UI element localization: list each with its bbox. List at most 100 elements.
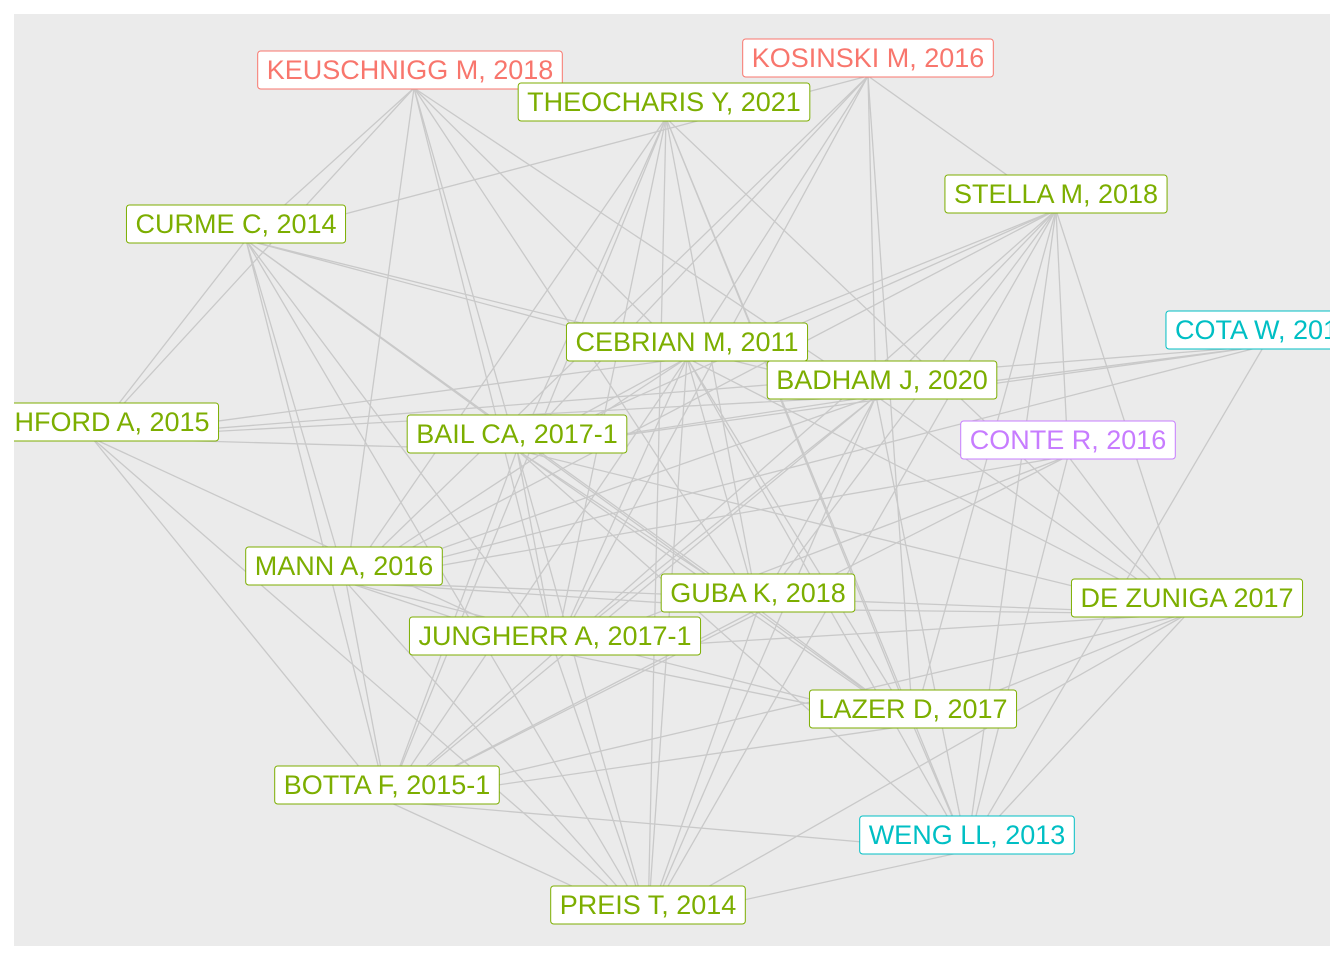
node-label-box [742, 38, 994, 78]
node-label-text: LAZER D, 2017 [818, 694, 1007, 724]
node-keuschnigg[interactable]: KEUSCHNIGG M, 2018 [257, 50, 563, 90]
edge-theocharis-mann [345, 117, 667, 583]
edge-kosinski-badham [867, 75, 877, 397]
edge-keuschnigg-jungherr [413, 87, 556, 653]
node-preis[interactable]: PREIS T, 2014 [550, 885, 746, 925]
node-label-box [245, 546, 443, 586]
edge-badham-preis [647, 395, 877, 922]
node-label-text: BOTTA F, 2015-1 [284, 770, 491, 800]
node-weng[interactable]: WENG LL, 2013 [859, 815, 1075, 855]
edge-keuschnigg-mann [345, 87, 415, 583]
edge-theocharis-bail [516, 117, 667, 451]
node-theocharis[interactable]: THEOCHARIS Y, 2021 [517, 82, 811, 122]
nodes-layer: KEUSCHNIGG M, 2018 KOSINSKI M, 2016 THEOCH… [14, 38, 1330, 925]
node-label-text: WENG LL, 2013 [869, 820, 1066, 850]
edge-badham-botta [386, 395, 877, 802]
edge-conte-mann [345, 455, 1069, 583]
edge-cebrian-mann [345, 357, 688, 583]
edge-bail-preis [516, 449, 649, 922]
node-label-text: KEUSCHNIGG M, 2018 [267, 55, 554, 85]
node-label-box [565, 322, 809, 362]
edge-curme-jungherr [245, 239, 556, 653]
edge-theocharis-jungherr [554, 117, 667, 653]
node-label-text: STELLA M, 2018 [954, 179, 1158, 209]
edge-badham-weng [875, 395, 968, 852]
edge-curme-botta [245, 239, 388, 802]
node-kosinski[interactable]: KOSINSKI M, 2016 [742, 38, 994, 78]
edge-stella-lazer [912, 209, 1057, 726]
node-label-box [944, 174, 1168, 214]
node-label-text: MANN A, 2016 [255, 551, 434, 581]
edge-jungherr-preis [554, 651, 649, 922]
edge-curme-lazer [245, 239, 914, 726]
edge-cota-mann [345, 345, 1265, 583]
edge-hford-botta [91, 437, 388, 802]
node-cota[interactable]: COTA W, 2017 [1165, 310, 1330, 350]
node-label-text: PREIS T, 2014 [560, 890, 737, 920]
edge-stella-mann [345, 209, 1057, 583]
edge-kosinski-bail [516, 75, 869, 451]
edge-guba-preis [647, 608, 759, 922]
edge-stella-guba [757, 209, 1057, 610]
node-label-text: COTA W, 2017 [1175, 315, 1330, 345]
node-conte[interactable]: CONTE R, 2016 [960, 420, 1176, 460]
edge-hford-jungherr [91, 437, 556, 653]
node-jungherr[interactable]: JUNGHERR A, 2017-1 [408, 616, 702, 656]
node-mann[interactable]: MANN A, 2016 [245, 546, 443, 586]
edge-mann-botta [345, 581, 388, 802]
edge-kosinski-lazer [867, 75, 914, 726]
node-stella[interactable]: STELLA M, 2018 [944, 174, 1168, 214]
node-lazer[interactable]: LAZER D, 2017 [808, 689, 1018, 729]
edge-bail-weng [516, 449, 968, 852]
node-badham[interactable]: BADHAM J, 2020 [766, 360, 998, 400]
node-label-box [125, 204, 347, 244]
node-label-box [808, 689, 1018, 729]
node-label-box [960, 420, 1176, 460]
node-curme[interactable]: CURME C, 2014 [125, 204, 347, 244]
node-botta[interactable]: BOTTA F, 2015-1 [274, 765, 500, 805]
node-label-box [766, 360, 998, 400]
node-cebrian[interactable]: CEBRIAN M, 2011 [565, 322, 809, 362]
edge-curme-preis [245, 239, 649, 922]
edge-stella-conte [1055, 209, 1069, 457]
edge-cebrian-dezuniga [686, 357, 1188, 615]
edge-dezuniga-weng [966, 613, 1188, 852]
node-label-box [274, 765, 500, 805]
edge-conte-botta [386, 455, 1069, 802]
node-bail[interactable]: BAIL CA, 2017-1 [406, 414, 628, 454]
edge-dezuniga-botta [386, 613, 1188, 802]
edge-stella-jungherr [554, 209, 1057, 653]
node-label-text: BADHAM J, 2020 [776, 365, 988, 395]
edge-kosinski-cebrian [686, 75, 869, 359]
node-label-box [406, 414, 628, 454]
node-hford[interactable]: HFORD A, 2015 [14, 402, 220, 442]
network-panel: KEUSCHNIGG M, 2018 KOSINSKI M, 2016 THEOCH… [14, 14, 1330, 946]
node-guba[interactable]: GUBA K, 2018 [660, 573, 856, 613]
edge-cota-hford [91, 345, 1265, 439]
node-label-text: HFORD A, 2015 [14, 407, 209, 437]
node-label-box [1165, 310, 1330, 350]
node-label-text: DE ZUNIGA 2017 [1080, 583, 1293, 613]
node-label-text: CONTE R, 2016 [970, 425, 1167, 455]
node-label-text: THEOCHARIS Y, 2021 [527, 87, 801, 117]
node-label-text: JUNGHERR A, 2017-1 [418, 621, 691, 651]
edge-mann-preis [345, 581, 649, 922]
edge-theocharis-weng [665, 117, 968, 852]
edge-keuschnigg-cebrian [413, 87, 688, 359]
edge-cebrian-guba [686, 357, 759, 610]
node-label-text: BAIL CA, 2017-1 [416, 419, 618, 449]
edge-theocharis-botta [386, 117, 667, 802]
node-label-box [408, 616, 702, 656]
node-label-box [1070, 578, 1304, 618]
node-label-box [257, 50, 563, 90]
edge-keuschnigg-bail [413, 87, 518, 451]
panel-background [14, 14, 1330, 946]
node-label-box [550, 885, 746, 925]
node-label-box [517, 82, 811, 122]
edge-hford-preis [91, 437, 649, 922]
node-label-text: CURME C, 2014 [135, 209, 336, 239]
node-dezuniga[interactable]: DE ZUNIGA 2017 [1070, 578, 1304, 618]
edge-theocharis-preis [647, 117, 667, 922]
edge-stella-dezuniga [1055, 209, 1188, 615]
node-label-text: GUBA K, 2018 [670, 578, 846, 608]
